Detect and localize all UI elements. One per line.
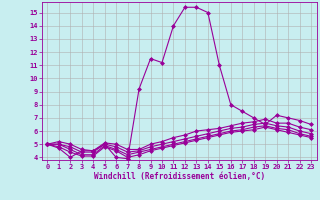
X-axis label: Windchill (Refroidissement éolien,°C): Windchill (Refroidissement éolien,°C) [94, 172, 265, 181]
